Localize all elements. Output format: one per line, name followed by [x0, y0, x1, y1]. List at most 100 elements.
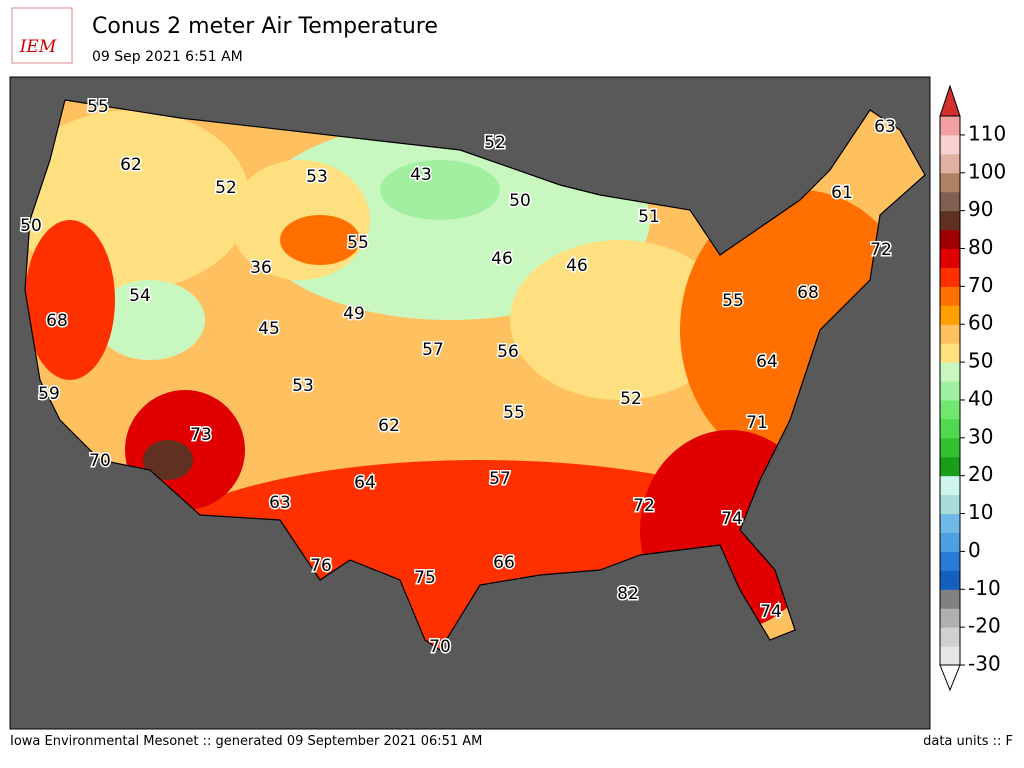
station-label: 70	[429, 637, 451, 657]
station-label: 51	[638, 207, 660, 227]
station-label: 73	[190, 425, 212, 445]
colorbar-segment	[940, 305, 960, 325]
colorbar-segment	[940, 475, 960, 496]
colorbar-tick-label: 10	[968, 500, 993, 524]
colorbar-tick-label: 60	[968, 311, 993, 335]
station-label: 36	[250, 258, 272, 278]
colorbar-segment	[940, 267, 960, 287]
colorbar-segment	[940, 134, 960, 155]
colorbar-segment	[940, 343, 960, 363]
colorbar-tick-label: 80	[968, 235, 993, 259]
colorbar-segment	[940, 418, 960, 439]
colorbar-tick-label: 50	[968, 349, 993, 373]
colorbar-segment	[940, 627, 960, 647]
station-label: 55	[722, 291, 744, 311]
field-zone	[25, 220, 115, 380]
logo-text: IEM	[19, 37, 57, 57]
colorbar-segment	[940, 210, 960, 231]
colorbar-tick-label: 0	[968, 538, 981, 562]
field-zone	[380, 160, 500, 220]
colorbar-tick-label: 70	[968, 273, 993, 297]
field-zone	[280, 215, 360, 265]
field-zone	[510, 240, 730, 400]
station-label: 66	[493, 553, 515, 573]
field-zone	[143, 440, 193, 480]
station-label: 72	[870, 240, 892, 260]
station-label: 62	[378, 416, 400, 436]
colorbar-segment	[940, 494, 960, 515]
station-label: 45	[258, 319, 280, 339]
station-label: 71	[746, 413, 768, 433]
footer-left: Iowa Environmental Mesonet :: generated …	[10, 734, 482, 749]
station-label: 56	[497, 342, 519, 362]
colorbar-over	[939, 84, 961, 117]
station-label: 70	[89, 451, 111, 471]
colorbar-segment	[940, 191, 960, 212]
colorbar-tick-label: 100	[968, 159, 1006, 183]
colorbar-segment	[940, 551, 960, 571]
station-label: 55	[347, 233, 369, 253]
station-label: 72	[633, 496, 655, 516]
colorbar-segment	[940, 532, 960, 552]
colorbar-segment	[940, 172, 960, 193]
station-label: 68	[797, 283, 819, 303]
footer-right: data units :: F	[923, 734, 1013, 749]
colorbar-segment	[940, 456, 960, 477]
station-label: 64	[756, 352, 778, 372]
station-label: 52	[620, 389, 642, 409]
colorbar-under	[939, 664, 961, 692]
colorbar-segment	[940, 608, 960, 628]
colorbar-border	[939, 115, 961, 666]
colorbar-tick-label: 110	[968, 121, 1006, 145]
colorbar-tick-label: 20	[968, 462, 993, 486]
station-label: 46	[491, 249, 513, 269]
station-label: 61	[831, 183, 853, 203]
colorbar-segment	[940, 513, 960, 533]
station-label: 63	[874, 117, 896, 137]
station-label: 53	[292, 376, 314, 396]
colorbar-segment	[940, 570, 960, 590]
colorbar-segment	[940, 399, 960, 420]
colorbar-segment	[940, 286, 960, 306]
station-label: 59	[38, 384, 60, 404]
colorbar-segment	[940, 646, 960, 666]
station-label: 50	[509, 191, 531, 211]
logo-box	[11, 7, 73, 64]
colorbar-segment	[940, 362, 960, 382]
colorbar-tick-label: 40	[968, 386, 993, 410]
station-label: 53	[306, 167, 328, 187]
station-label: 64	[354, 473, 376, 493]
colorbar-tick-label: 90	[968, 197, 993, 221]
station-label: 57	[489, 469, 511, 489]
colorbar-segment	[940, 116, 960, 136]
colorbar: -30 -20 -10 0 10 20 30 40 50 60 70 80 90 100 110	[939, 84, 1006, 692]
station-label: 63	[269, 493, 291, 513]
colorbar-segment	[940, 153, 960, 174]
subtitle: 09 Sep 2021 6:51 AM	[92, 49, 243, 65]
station-label: 76	[310, 556, 332, 576]
colorbar-tick-label: -30	[968, 652, 1001, 676]
station-label: 75	[414, 568, 436, 588]
station-label: 49	[343, 304, 365, 324]
field-zone	[95, 280, 205, 360]
station-label: 55	[503, 403, 525, 423]
colorbar-tick-label: -10	[968, 576, 1001, 600]
colorbar-segment	[940, 248, 960, 268]
station-label: 54	[129, 286, 151, 306]
station-labels: 55 62 50 68 59 70 52 53 43 52 50 46 46 51 36 55 54 45 49 57…	[19, 96, 898, 659]
station-label: 74	[721, 509, 743, 529]
colorbar-tick-label: -20	[968, 614, 1001, 638]
station-label: 74	[760, 602, 782, 622]
station-label: 50	[20, 216, 42, 236]
colorbar-segment	[940, 589, 960, 609]
title: Conus 2 meter Air Temperature	[92, 14, 438, 39]
station-label: 62	[120, 155, 142, 175]
colorbar-segment	[940, 437, 960, 458]
logo: IEM	[11, 7, 73, 64]
colorbar-segment	[940, 229, 960, 250]
colorbar-segment	[940, 381, 960, 401]
station-label: 57	[422, 340, 444, 360]
station-label: 46	[566, 256, 588, 276]
